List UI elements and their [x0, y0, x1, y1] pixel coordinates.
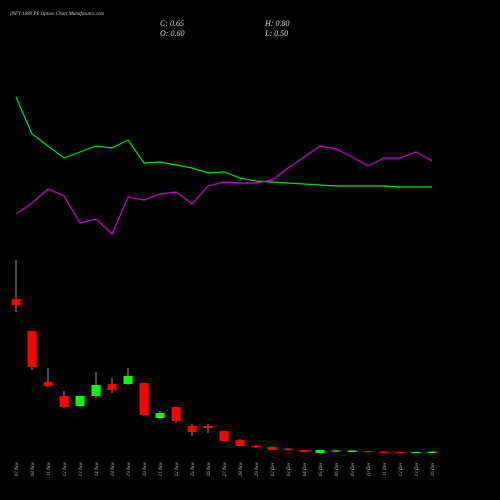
candle-body [347, 450, 357, 452]
x-tick-label: 12 Nov [63, 461, 68, 476]
candle-body [395, 452, 405, 454]
candle-body [331, 450, 341, 452]
candle-body [11, 299, 21, 305]
x-tick-label: 22 Nov [175, 461, 180, 476]
candle-body [59, 396, 69, 407]
candle-body [299, 450, 309, 452]
candle-body [315, 450, 325, 453]
x-tick-label: 07 Nov [15, 461, 20, 476]
candle-body [75, 396, 85, 406]
x-tick-label: 11 Nov [47, 461, 52, 476]
candle-body [155, 413, 165, 418]
high-label: H: 0.80 [264, 19, 289, 28]
x-tick-label: 09 Dec [351, 461, 356, 476]
x-tick-label: 05 Dec [319, 461, 324, 476]
x-tick-label: 16 Dec [431, 461, 436, 476]
x-tick-label: 14 Nov [95, 461, 100, 476]
x-tick-label: 11 Dec [383, 461, 388, 476]
candle-body [411, 452, 421, 454]
candle-body [267, 447, 277, 450]
candle-body [363, 451, 373, 453]
x-tick-label: 27 Nov [223, 461, 228, 476]
indicator-line [15, 96, 432, 188]
candle-body [203, 426, 213, 428]
x-tick-label: 13 Nov [79, 461, 84, 476]
x-tick-label: 19 Nov [127, 461, 132, 476]
x-tick-label: 21 Nov [159, 461, 164, 476]
x-tick-label: 04 Dec [303, 461, 308, 476]
candle-body [43, 382, 53, 386]
x-tick-label: 12 Dec [399, 461, 404, 476]
candle-body [107, 384, 117, 390]
x-tick-label: 13 Dec [415, 461, 420, 476]
indicator-line [15, 145, 433, 236]
candle-body [235, 440, 245, 446]
x-tick-label: 29 Nov [255, 461, 260, 476]
close-label: C: 0.65 [160, 19, 184, 28]
candle-body [171, 407, 181, 421]
x-tick-label: 20 Nov [143, 461, 148, 476]
x-tick-label: 18 Nov [111, 461, 116, 476]
low-label: L: 0.50 [264, 29, 288, 38]
candle-body [187, 426, 197, 432]
x-tick-label: 02 Dec [271, 461, 276, 476]
candle-body [139, 383, 149, 415]
x-tick-label: 25 Nov [191, 461, 196, 476]
candle-body [27, 331, 37, 367]
candle-body [283, 448, 293, 450]
x-tick-label: 03 Dec [287, 461, 292, 476]
x-tick-label: 26 Nov [207, 461, 212, 476]
open-label: O: 0.60 [160, 29, 184, 38]
x-tick-label: 08 Nov [31, 461, 36, 476]
candle-body [427, 451, 437, 453]
chart-title: INFY 1680 PE Option Chart Munafasutra.co… [9, 12, 105, 17]
candle-body [379, 451, 389, 453]
candle-body [123, 376, 133, 384]
candle-body [251, 446, 261, 448]
candle-body [91, 385, 101, 396]
x-tick-label: 06 Dec [335, 461, 340, 476]
x-tick-label: 10 Dec [367, 461, 372, 476]
candle-body [219, 431, 229, 441]
x-tick-label: 28 Nov [239, 461, 244, 476]
